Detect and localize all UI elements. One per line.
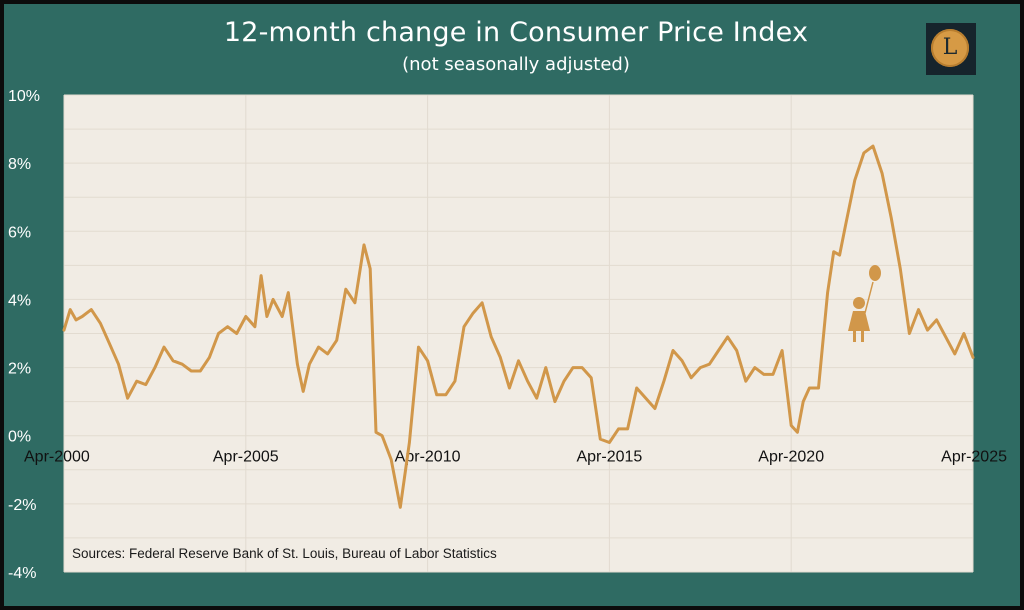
chart-title: 12-month change in Consumer Price Index	[223, 17, 809, 48]
x-tick-label: Apr-2005	[213, 449, 279, 466]
y-tick-label: 8%	[8, 156, 31, 173]
x-tick-label: Apr-2025	[941, 449, 1007, 466]
x-axis-tick-labels: Apr-2000 Apr-2005 Apr-2010 Apr-2015 Apr-2020…	[24, 449, 1007, 466]
x-tick-label: Apr-2015	[576, 449, 642, 466]
x-tick-label: Apr-2000	[24, 449, 90, 466]
x-tick-label: Apr-2020	[758, 449, 824, 466]
gridlines	[63, 94, 974, 573]
chart-subtitle: (not seasonally adjusted)	[402, 54, 630, 75]
logo-coin-icon: L	[931, 29, 969, 67]
y-tick-label: 0%	[8, 429, 31, 446]
y-tick-label: 2%	[8, 361, 31, 378]
y-tick-label: -4%	[8, 565, 36, 582]
y-tick-label: -2%	[8, 497, 36, 514]
girl-with-balloon-icon	[848, 265, 881, 342]
source-note: Sources: Federal Reserve Bank of St. Lou…	[72, 546, 497, 561]
brand-logo: L	[926, 23, 976, 75]
y-axis-tick-labels: -4% -2% 0% 2% 4% 6% 8% 10%	[8, 88, 40, 582]
x-tick-label: Apr-2010	[395, 449, 461, 466]
y-tick-label: 10%	[8, 88, 40, 105]
y-tick-label: 6%	[8, 224, 31, 241]
y-tick-label: 4%	[8, 292, 31, 309]
cpi-series-line	[62, 144, 975, 509]
